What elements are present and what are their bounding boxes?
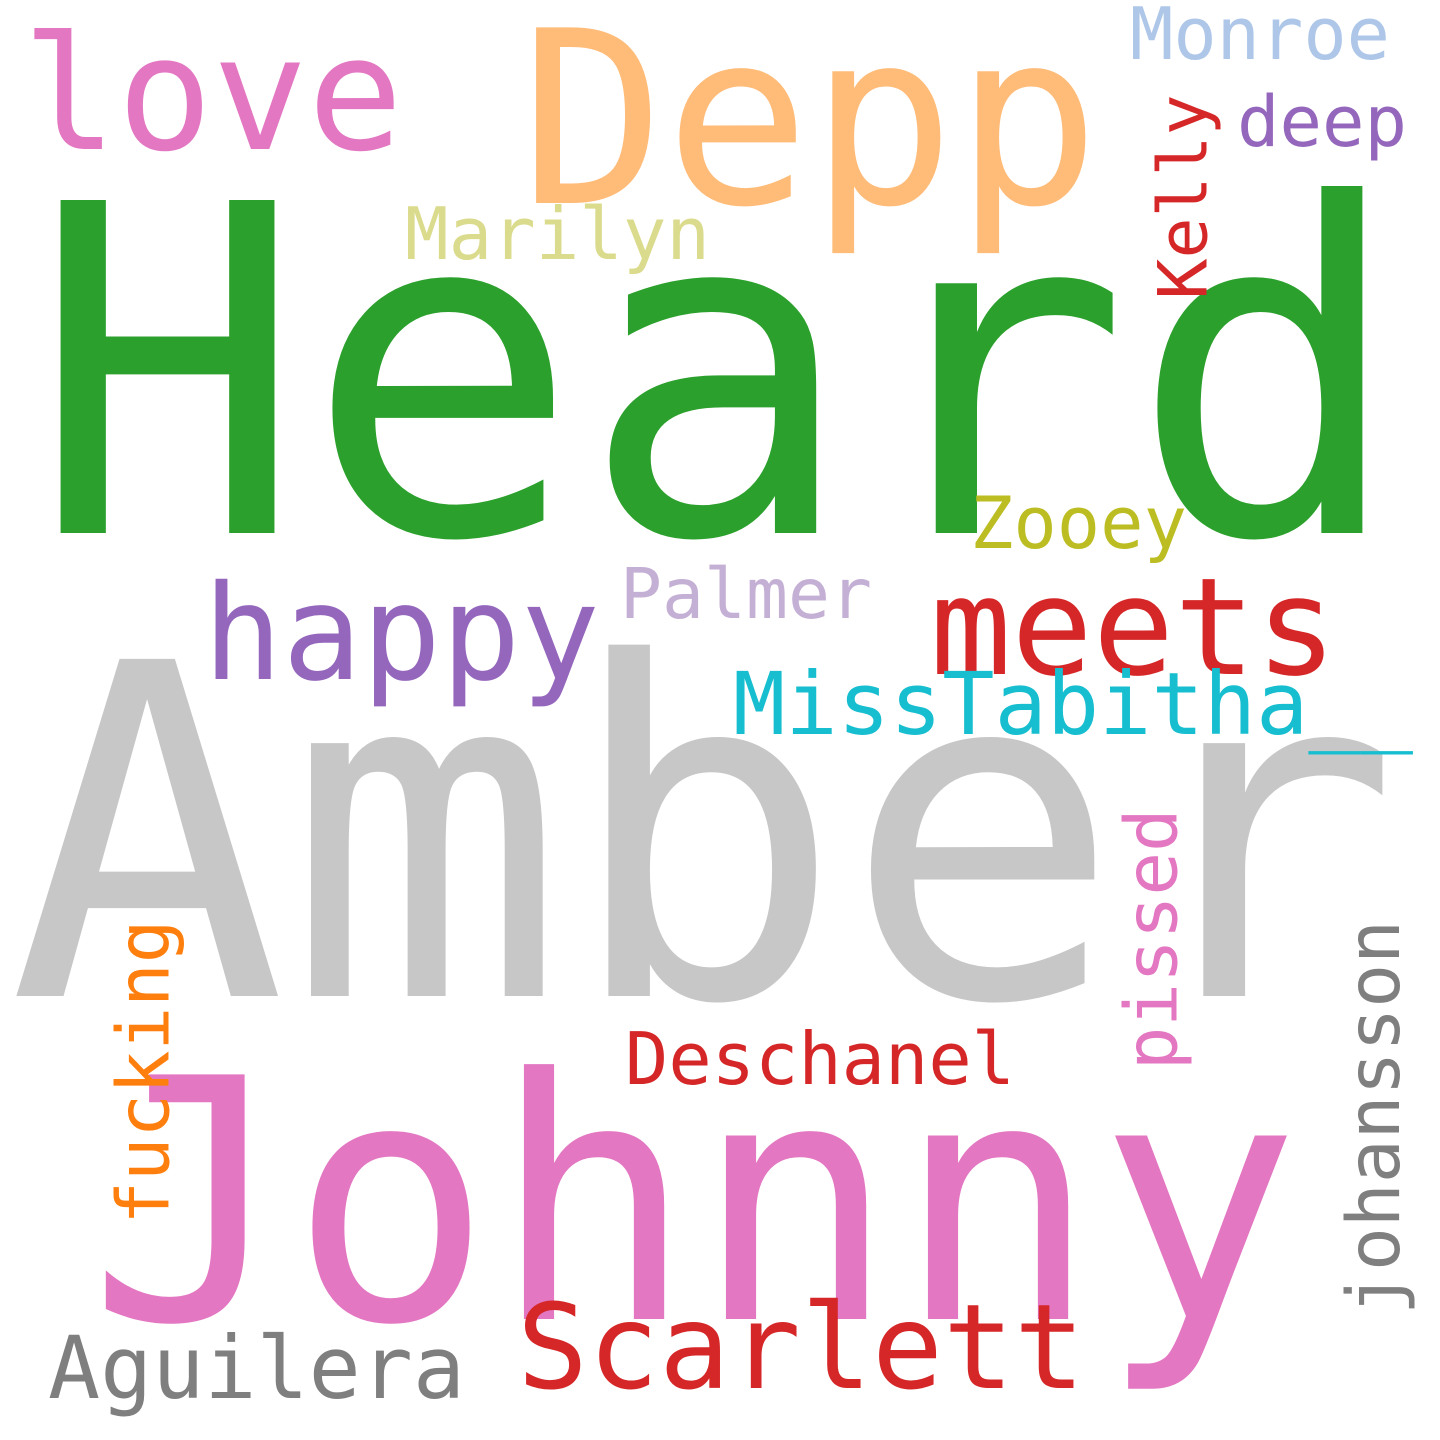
word-love: love xyxy=(22,2,403,187)
word-pissed: pissed xyxy=(1110,808,1195,1070)
word-aguilera: Aguilera xyxy=(48,1318,465,1419)
word-scarlett: Scarlett xyxy=(517,1278,1085,1416)
word-heard: Heard xyxy=(30,108,1405,641)
word-kelly: Kelly xyxy=(1143,94,1223,300)
word-depp: Depp xyxy=(520,0,1100,260)
word-happy: happy xyxy=(203,558,600,712)
word-johansson: johansson xyxy=(1332,920,1418,1315)
word-deschanel: Deschanel xyxy=(625,1017,1015,1102)
word-zooey: Zooey xyxy=(970,481,1187,566)
word-fucking: fucking xyxy=(101,920,186,1225)
word-deep: deep xyxy=(1237,80,1407,164)
word-monroe: Monroe xyxy=(1130,0,1390,76)
word-johnny: Johnny xyxy=(87,1009,1300,1400)
word-meets: meets xyxy=(930,548,1337,706)
word-amber: Amber xyxy=(8,568,1400,1107)
word-palmer: Palmer xyxy=(620,554,872,636)
word-marilyn: Marilyn xyxy=(405,192,710,277)
word-misstabitha: MissTabitha__ xyxy=(733,653,1413,755)
